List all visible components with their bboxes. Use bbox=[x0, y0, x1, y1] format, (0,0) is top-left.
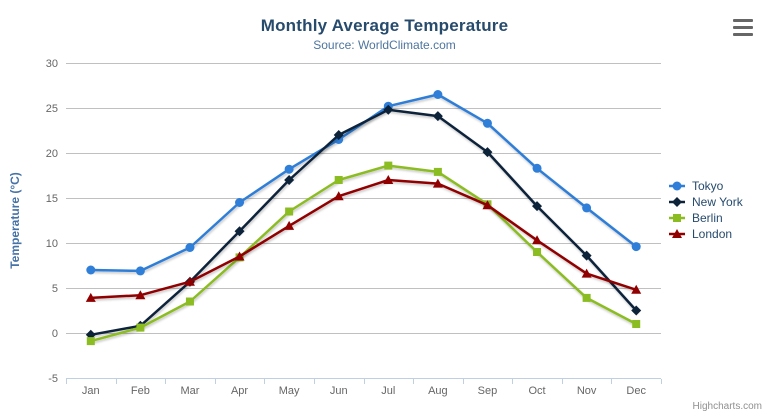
data-point-new-york[interactable] bbox=[482, 147, 493, 158]
x-axis-tick-label: Feb bbox=[131, 385, 150, 397]
hamburger-icon bbox=[733, 26, 753, 29]
series-line-london[interactable] bbox=[89, 178, 638, 300]
x-axis-tick-label: Jul bbox=[381, 385, 395, 397]
data-point-london[interactable] bbox=[383, 175, 394, 184]
chart-subtitle: Source: WorldClimate.com bbox=[313, 38, 456, 52]
data-point-berlin[interactable] bbox=[334, 176, 343, 184]
data-point-london[interactable] bbox=[184, 276, 195, 286]
data-point-berlin[interactable] bbox=[86, 337, 95, 346]
data-point-new-york[interactable] bbox=[383, 104, 394, 115]
y-axis-tick-label: 10 bbox=[46, 238, 58, 250]
legend-marker-new-york[interactable] bbox=[672, 197, 682, 207]
data-point-new-york[interactable] bbox=[234, 226, 245, 237]
legend-item-new-york[interactable]: New York bbox=[668, 194, 743, 210]
credits-link[interactable]: Highcharts.com bbox=[692, 401, 762, 412]
series-london bbox=[85, 175, 642, 302]
legend-label-tokyo: Tokyo bbox=[692, 179, 724, 193]
legend: Tokyo New York Berlin London bbox=[668, 178, 743, 242]
legend-marker-berlin[interactable] bbox=[673, 214, 681, 222]
data-point-tokyo[interactable] bbox=[582, 203, 592, 213]
data-point-new-york[interactable] bbox=[284, 175, 295, 185]
legend-marker-icon-new-york bbox=[669, 197, 685, 207]
data-point-berlin[interactable] bbox=[185, 297, 194, 306]
y-axis-tick-label: 0 bbox=[52, 328, 58, 340]
x-axis-tick-label: Sep bbox=[478, 385, 498, 397]
series-line-new-york[interactable] bbox=[89, 108, 638, 337]
series-new-york bbox=[85, 104, 642, 340]
data-point-berlin[interactable] bbox=[384, 161, 393, 170]
hamburger-icon bbox=[733, 33, 753, 36]
series-tokyo bbox=[86, 90, 641, 276]
y-axis-tick-label: 15 bbox=[46, 193, 58, 205]
data-point-tokyo[interactable] bbox=[86, 265, 96, 275]
data-point-london[interactable] bbox=[135, 290, 146, 300]
hamburger-icon bbox=[733, 19, 753, 22]
legend-marker-icon-berlin bbox=[669, 214, 685, 222]
legend-marker-icon-tokyo bbox=[669, 181, 685, 191]
data-point-london[interactable] bbox=[432, 178, 443, 188]
x-axis-tick-label: Jun bbox=[330, 385, 348, 397]
series-line-tokyo[interactable] bbox=[89, 93, 638, 273]
data-point-london[interactable] bbox=[234, 251, 245, 261]
y-axis-tick-label: 25 bbox=[46, 103, 58, 115]
context-menu-button[interactable] bbox=[733, 18, 755, 37]
legend-item-tokyo[interactable]: Tokyo bbox=[668, 178, 743, 194]
y-axis-tick-label: -5 bbox=[48, 373, 58, 385]
data-point-new-york[interactable] bbox=[631, 305, 642, 316]
data-point-berlin[interactable] bbox=[136, 323, 145, 332]
legend-marker-tokyo[interactable] bbox=[672, 181, 682, 191]
x-axis-tick-label: Nov bbox=[577, 385, 597, 397]
data-point-tokyo[interactable] bbox=[532, 163, 542, 173]
y-axis-tick-label: 20 bbox=[46, 148, 58, 160]
y-axis-tick-label: 5 bbox=[52, 283, 58, 295]
legend-label-new-york: New York bbox=[692, 195, 743, 209]
legend-item-london[interactable]: London bbox=[668, 226, 743, 242]
x-axis-tick-label: Dec bbox=[626, 385, 646, 397]
x-axis-tick-label: Jan bbox=[82, 385, 100, 397]
data-point-berlin[interactable] bbox=[632, 320, 641, 328]
data-point-london[interactable] bbox=[631, 284, 642, 294]
data-point-london[interactable] bbox=[333, 191, 344, 201]
chart-title: Monthly Average Temperature bbox=[260, 16, 509, 35]
data-point-tokyo[interactable] bbox=[235, 198, 245, 207]
y-axis-title: Temperature (°C) bbox=[8, 172, 22, 269]
data-point-berlin[interactable] bbox=[533, 248, 542, 256]
x-axis-tick-label: Aug bbox=[428, 385, 448, 397]
data-point-new-york[interactable] bbox=[432, 111, 443, 122]
data-point-tokyo[interactable] bbox=[284, 164, 294, 174]
data-point-tokyo[interactable] bbox=[135, 266, 145, 276]
data-point-berlin[interactable] bbox=[582, 293, 591, 302]
series-line-berlin[interactable] bbox=[89, 164, 638, 343]
data-point-new-york[interactable] bbox=[333, 130, 344, 140]
x-axis-tick-label: Apr bbox=[231, 385, 248, 397]
data-point-berlin[interactable] bbox=[285, 207, 294, 216]
legend-marker-london[interactable] bbox=[672, 229, 682, 238]
data-point-berlin[interactable] bbox=[433, 167, 442, 176]
x-axis-tick-label: Oct bbox=[528, 385, 545, 397]
data-point-london[interactable] bbox=[532, 235, 543, 245]
data-point-tokyo[interactable] bbox=[433, 90, 443, 99]
legend-item-berlin[interactable]: Berlin bbox=[668, 210, 743, 226]
legend-label-london: London bbox=[692, 227, 733, 241]
legend-label-berlin: Berlin bbox=[692, 211, 723, 225]
data-point-new-york[interactable] bbox=[581, 250, 592, 261]
x-axis-tick-label: Mar bbox=[180, 385, 199, 397]
data-point-london[interactable] bbox=[581, 268, 592, 278]
data-point-new-york[interactable] bbox=[532, 201, 543, 212]
data-point-tokyo[interactable] bbox=[482, 118, 492, 128]
y-axis-tick-label: 30 bbox=[46, 58, 58, 70]
data-point-tokyo[interactable] bbox=[185, 243, 195, 252]
data-point-tokyo[interactable] bbox=[631, 242, 641, 252]
data-point-london[interactable] bbox=[85, 292, 96, 302]
data-point-london[interactable] bbox=[482, 200, 493, 210]
legend-marker-icon-london bbox=[669, 229, 685, 238]
data-point-london[interactable] bbox=[284, 220, 295, 230]
x-axis-tick-label: May bbox=[279, 385, 300, 397]
